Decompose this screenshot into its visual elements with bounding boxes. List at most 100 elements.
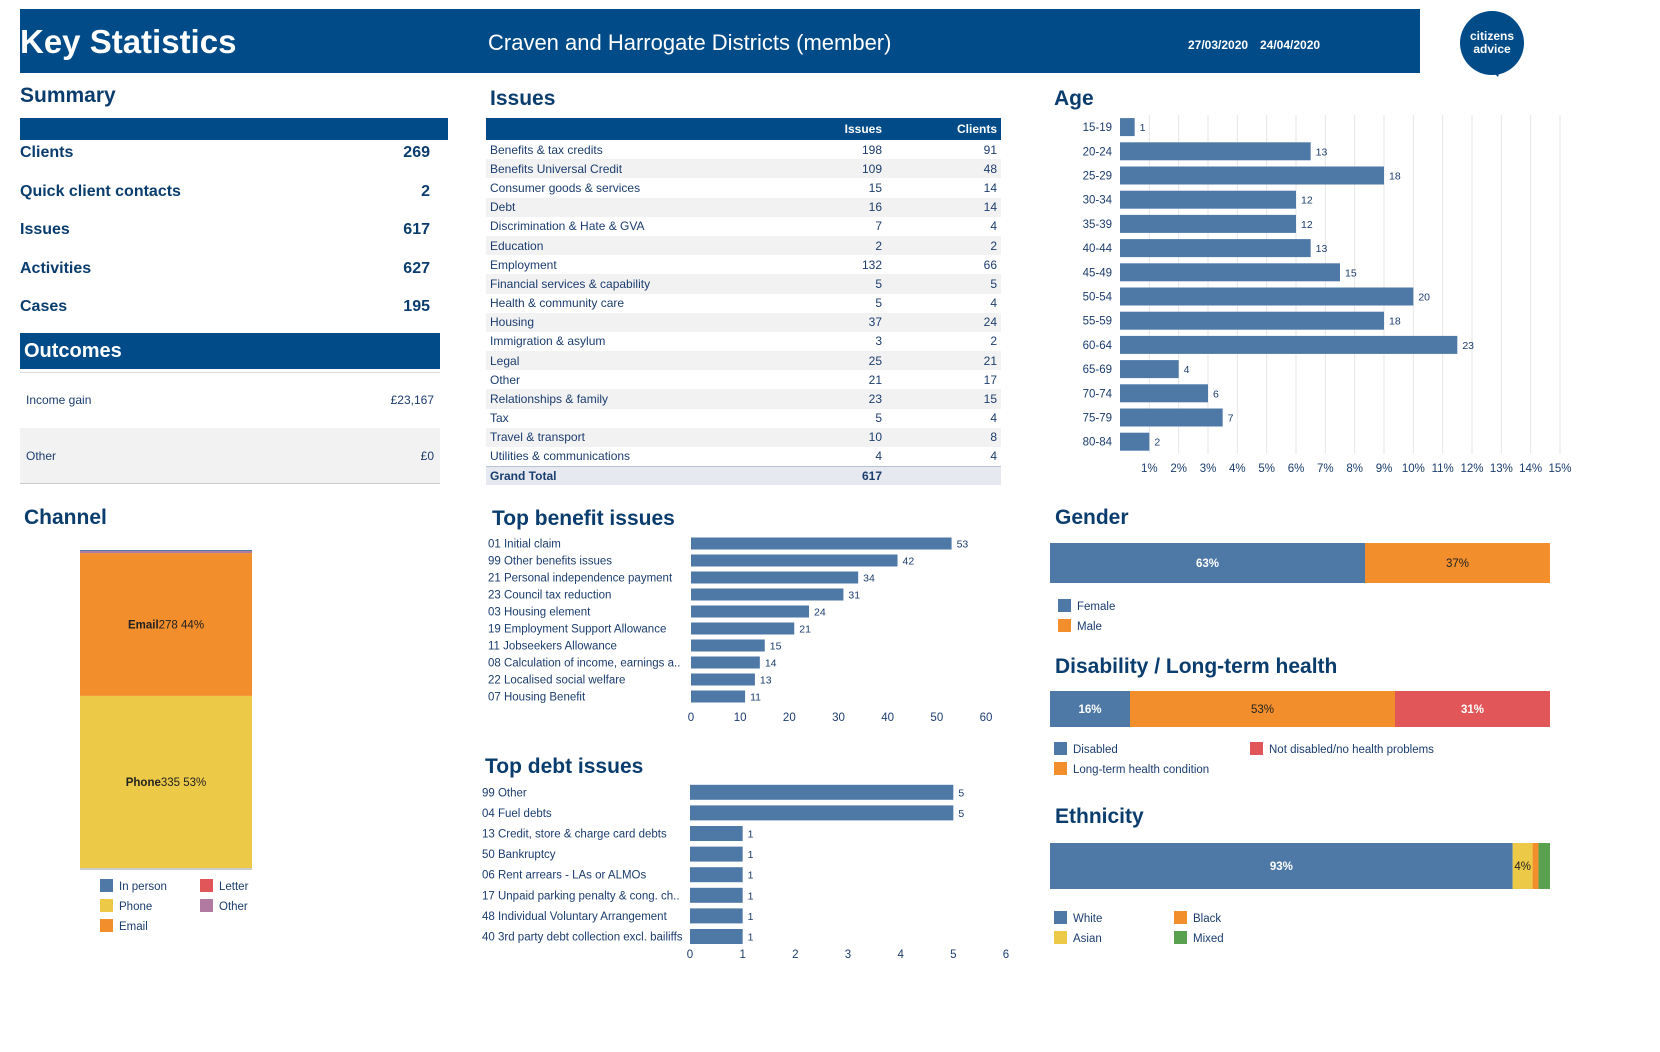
data-label: 21 [799,624,811,636]
bar [691,554,898,567]
legend-swatch [1250,742,1263,755]
segment-label: 16% [1078,704,1101,716]
bar [691,673,755,686]
tick-label: 14% [1519,463,1542,475]
data-label: 1 [748,932,754,944]
data-label: 1 [748,870,754,882]
data-label: 53 [957,539,969,551]
data-label: 4 [1184,364,1190,376]
data-label: 13 [1316,146,1328,158]
outcomes-title: Outcomes [20,333,440,369]
category-label: 13 Credit, store & charge card debts [482,829,667,841]
client-count: 24 [886,312,1001,332]
category-label: 30-34 [1083,195,1113,207]
data-label: 18 [1389,171,1401,183]
issue-count: 5 [806,274,886,294]
tick-label: 15% [1548,463,1571,475]
summary-label: Issues [20,221,70,238]
summary-value: 617 [403,221,430,238]
total-clients-blank [886,465,1001,486]
issue-count: 109 [806,159,886,179]
tick-label: 1% [1141,463,1158,475]
segment-value: 335 53% [161,777,206,789]
category-label: 03 Housing element [488,607,591,619]
summary-row-issues: Issues 617 [20,221,440,257]
logo-speech-tail [1488,62,1506,80]
issues-header-row: Issues Clients [486,118,1001,140]
client-count: 17 [983,372,997,387]
outcome-label: Other [26,449,57,463]
debt-chart: 99 Other 5 04 Fuel debts 5 13 Credit, store … [482,784,1009,961]
summary-row-activities: Activities 627 [20,260,440,296]
outcome-value: £0 [420,449,434,463]
category-label: 07 Housing Benefit [488,692,586,704]
category-label: 99 Other [482,787,527,799]
data-label: 5 [958,787,964,799]
segment-label: 37% [1446,558,1469,570]
outcome-row-income: Income gain £23,167 [20,372,440,424]
issue-count: 10 [806,427,886,447]
issues-table-row: Other 21 17 [486,370,1001,389]
issue-category: Benefits Universal Credit [486,159,806,179]
stack-segment [1365,543,1550,583]
category-label: 45-49 [1083,267,1112,279]
client-count: 21 [886,351,1001,371]
tick-label: 12% [1460,463,1483,475]
tick-label: 1 [739,949,745,961]
legend-label: Female [1077,601,1115,613]
tick-label: 3 [845,949,851,961]
tick-label: 6 [1003,949,1009,961]
tick-label: 40 [881,712,894,724]
issues-table-row: Benefits Universal Credit 109 48 [486,159,1001,179]
issue-count: 132 [861,257,882,272]
issue-category: Legal [486,351,806,371]
bar [690,805,954,821]
total-label: Grand Total [486,465,806,486]
tick-label: 4 [897,949,904,961]
issue-count: 37 [806,312,886,332]
gender-title: Gender [1055,506,1129,529]
category-label: 11 Jobseekers Allowance [488,641,617,653]
segment-name: Email [128,619,159,631]
client-count: 2 [990,334,997,349]
legend-label: Asian [1073,933,1102,945]
data-label: 12 [1301,219,1313,231]
tick-label: 60 [980,712,993,724]
category-label: 23 Council tax reduction [488,590,611,602]
issue-count: 23 [806,389,886,409]
bar [1120,142,1311,161]
legend-swatch [1054,931,1067,944]
category-label: 06 Rent arrears - LAs or ALMOs [482,870,647,882]
client-count: 14 [886,197,1001,217]
tick-label: 10% [1402,463,1425,475]
issues-table-row: Legal 25 21 [486,351,1001,371]
clients-col-header: Clients [886,118,1001,140]
district-name: Craven and Harrogate Districts (member) [488,30,892,55]
category-label: 21 Personal independence payment [488,573,673,585]
bar [690,887,743,903]
bar [1120,408,1223,427]
client-count: 4 [990,411,997,426]
client-count: 15 [886,389,1001,409]
client-count: 5 [886,274,1001,294]
legend-label: Letter [219,881,249,893]
channel-segment [80,695,252,868]
summary-value: 2 [421,183,430,200]
tick-label: 20 [783,712,796,724]
page-title: Key Statistics [20,23,237,60]
issue-category: Utilities & communications [490,449,631,464]
tick-label: 4% [1229,463,1246,475]
date-to: 24/04/2020 [1260,38,1321,52]
summary-label: Activities [20,260,92,277]
issue-category: Travel & transport [486,427,806,447]
data-label: 18 [1389,316,1401,328]
summary-title: Summary [20,84,116,107]
bar [691,656,760,669]
data-label: 1 [748,849,754,861]
issue-category: Discrimination & Hate & GVA [490,219,645,234]
issues-table-row: Education 2 2 [486,235,1001,256]
client-count: 8 [886,427,1001,447]
data-label: 42 [903,556,915,568]
segment-name: Phone [126,777,161,789]
bar [690,846,743,862]
